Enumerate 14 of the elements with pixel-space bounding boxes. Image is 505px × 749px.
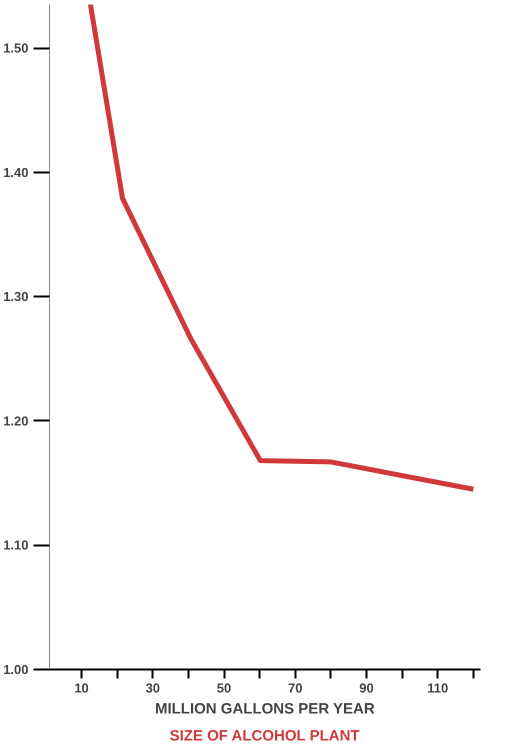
y-tick-label: 1.40 <box>3 164 29 180</box>
x-axis-title: MILLION GALLONS PER YEAR <box>155 700 375 718</box>
y-tick-label: 1.30 <box>3 289 29 304</box>
y-tick-label: 1.50 <box>3 40 29 56</box>
text: SIZE OF ALCOHOL PLANT <box>170 728 360 744</box>
x-tick-label: 70 <box>288 680 303 696</box>
x-tick-label: 110 <box>427 680 448 696</box>
y-tick-label: 1.10 <box>3 538 29 553</box>
x-tick-label: 30 <box>146 680 160 696</box>
x-tick-label: 10 <box>74 680 89 696</box>
x-tick-label: 50 <box>216 680 232 696</box>
y-tick-label: 1.20 <box>3 413 29 428</box>
x-tick-label: 90 <box>359 680 374 696</box>
y-tick-label: 1.00 <box>3 662 29 677</box>
